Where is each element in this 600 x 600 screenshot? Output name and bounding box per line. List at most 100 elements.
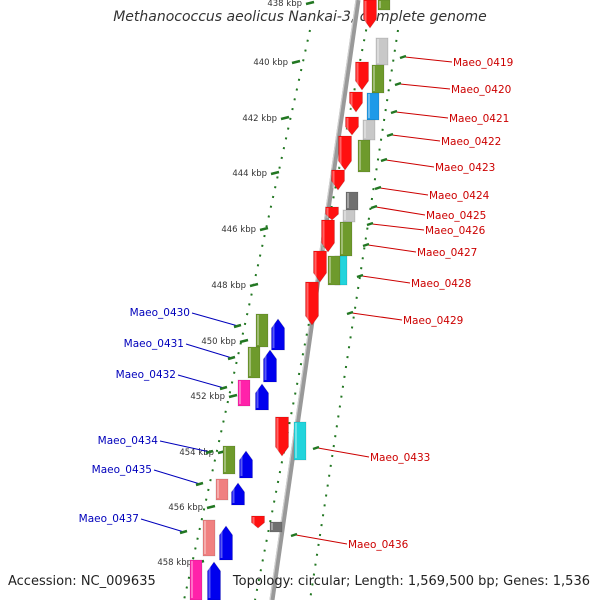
gene-arrow [362, 119, 376, 141]
gene-shine [346, 118, 349, 133]
gene-label-forward: Maeo_0419 [453, 57, 513, 69]
gene-arrow [331, 169, 345, 191]
gene-shine [264, 351, 267, 380]
ruler-label: 448 kbp [211, 281, 246, 291]
gene-shine [339, 137, 342, 168]
gene-shine [368, 94, 370, 118]
leader-line [391, 134, 441, 142]
gene-shine [249, 348, 251, 376]
gene-shine [341, 223, 343, 254]
ruler-label: 454 kbp [179, 448, 214, 458]
gene-arrow [255, 383, 269, 411]
track-tick [362, 242, 370, 248]
gene-shine [239, 381, 241, 404]
reverse-genes [189, 313, 285, 600]
gene-shine [364, 121, 366, 138]
gene-shine [332, 171, 335, 188]
gene-shine [224, 447, 226, 472]
ruler-label: 438 kbp [267, 0, 302, 9]
gene-label-reverse: Maeo_0431 [124, 338, 184, 350]
gene-label-forward: Maeo_0433 [370, 452, 430, 464]
gene-shine [377, 39, 379, 63]
gene-shine [276, 418, 279, 454]
gene-label-reverse: Maeo_0435 [92, 464, 152, 476]
gene-label-forward: Maeo_0420 [451, 84, 511, 96]
gene-arrow [377, 0, 391, 11]
gene-label-forward: Maeo_0422 [441, 136, 501, 148]
gene-shine [379, 1, 381, 8]
accession-text: Accession: NC_009635 [8, 574, 156, 589]
gene-arrow [375, 37, 389, 66]
gene-shine [232, 484, 235, 503]
ruler-labels: 438 kbp 440 kbp 442 kbp 444 kbp 446 kbp 448 k… [157, 0, 302, 568]
leader-line [185, 343, 233, 359]
gene-shine [208, 563, 211, 598]
gene-leader-lines [140, 54, 453, 545]
ruler-tick [291, 59, 301, 65]
gene-label-reverse: Maeo_0432 [116, 369, 176, 381]
ruler-track [183, 29, 311, 600]
track-tick [227, 355, 236, 361]
track-tick [179, 529, 188, 535]
gene-label-forward: Maeo_0429 [403, 315, 463, 327]
forward-track-guide [309, 29, 399, 600]
gene-arrow [345, 116, 359, 136]
gene-arrow [357, 139, 371, 173]
leader-line [361, 275, 411, 284]
leader-line [191, 312, 239, 327]
track-tick [366, 221, 374, 227]
track-tick [233, 323, 242, 329]
gene-arrow [251, 515, 265, 529]
gene-arrow [219, 525, 233, 561]
topology-text: Topology: circular; Length: 1,569,500 bp… [232, 574, 590, 589]
gene-shine [220, 527, 223, 558]
gene-label-forward: Maeo_0428 [411, 278, 471, 290]
gene-label-forward: Maeo_0426 [425, 225, 486, 237]
gene-label-reverse: Maeo_0430 [130, 307, 190, 319]
gene-shine [364, 1, 367, 26]
gene-label-forward: Maeo_0423 [435, 162, 495, 174]
ruler-tick [228, 393, 238, 399]
gene-arrow [231, 482, 245, 506]
ruler-label: 444 kbp [232, 169, 267, 179]
leader-line [395, 111, 449, 119]
gene-arrow [305, 281, 319, 326]
ruler-tick [249, 282, 259, 288]
gene-arrow [371, 64, 385, 94]
gene-arrow [313, 250, 327, 283]
track-tick [386, 132, 394, 138]
gene-shine [359, 141, 361, 170]
gene-arrow [247, 346, 261, 379]
gene-shine [356, 63, 359, 88]
ruler-label: 452 kbp [190, 392, 225, 402]
leader-line [295, 534, 348, 545]
leader-line [317, 447, 370, 458]
ruler-label: 450 kbp [201, 337, 236, 347]
gene-arrow [239, 450, 253, 479]
ruler-tick [206, 504, 216, 510]
gene-arrow [363, 0, 377, 29]
leader-line [379, 187, 429, 196]
gene-shine [314, 252, 317, 280]
ruler-label: 442 kbp [242, 114, 277, 124]
track-tick [394, 81, 402, 87]
leader-line [399, 83, 451, 90]
gene-shine [326, 208, 329, 218]
gene-shine [344, 211, 346, 220]
gene-label-forward: Maeo_0427 [417, 247, 477, 259]
ruler-tick [259, 226, 269, 232]
ruler-label: 458 kbp [157, 558, 192, 568]
leader-line [371, 223, 425, 231]
gene-arrow [207, 561, 221, 600]
gene-label-forward: Maeo_0424 [429, 190, 490, 202]
gene-arrow [202, 519, 216, 557]
gene-shine [271, 523, 273, 530]
gene-shine [252, 517, 255, 526]
gene-shine [204, 521, 206, 554]
gene-shine [295, 423, 297, 458]
track-tick [219, 385, 228, 391]
ruler-tick [270, 170, 280, 176]
gene-arrow [271, 318, 285, 351]
track-tick [399, 54, 407, 60]
track-tick [195, 481, 204, 487]
